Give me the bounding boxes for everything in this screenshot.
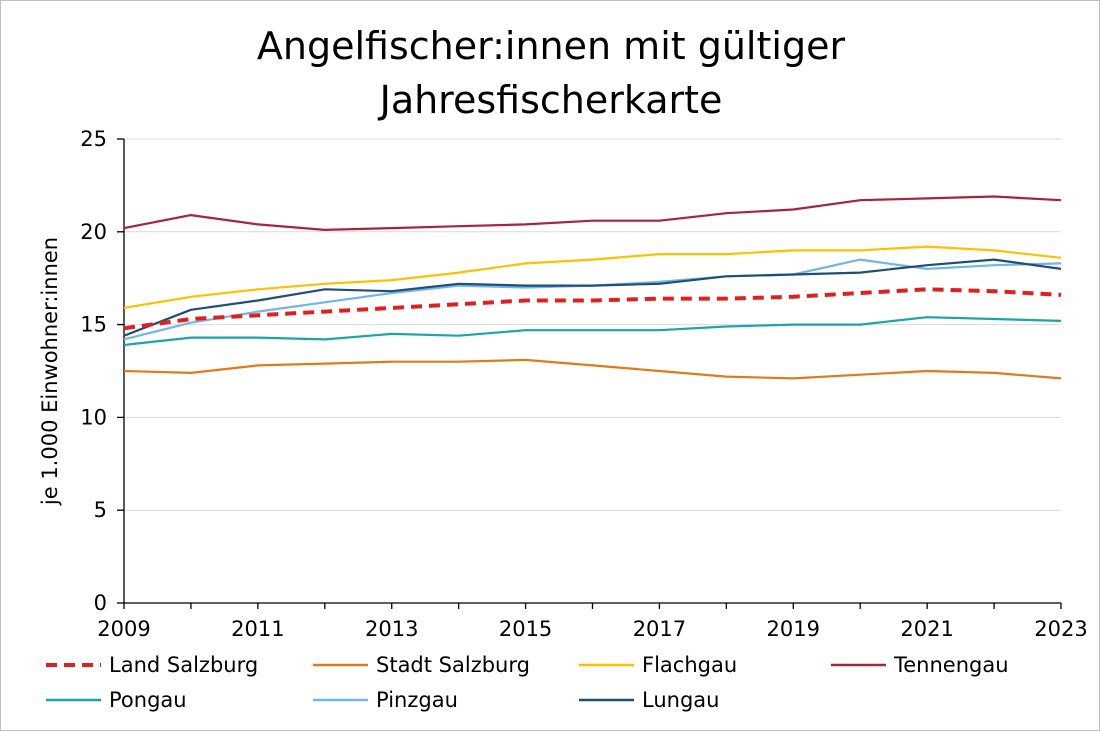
series-lines (123, 195, 1062, 380)
y-tick-label-10: 10 (80, 405, 107, 429)
x-tick-label-2015: 2015 (499, 617, 552, 641)
gridlines (124, 138, 1061, 511)
x-tick-label-2019: 2019 (767, 617, 820, 641)
legend-label-land-salzburg: Land Salzburg (109, 653, 258, 677)
axes: 0 5 10 15 20 25 2009 2011 2013 2015 2017 2019 2021 20… (80, 127, 1087, 641)
x-tick-label-2013: 2013 (365, 617, 418, 641)
x-tick-label-2017: 2017 (633, 617, 686, 641)
legend-label-stadt-salzburg: Stadt Salzburg (376, 653, 530, 677)
chart-title-line-1: Angelfischer:innen mit gültiger (257, 24, 846, 68)
legend-label-tennengau: Tennengau (893, 653, 1009, 677)
series-line-tennengau (123, 195, 1062, 231)
series-line-lungau (123, 258, 1062, 337)
legend-label-pinzgau: Pinzgau (376, 688, 458, 712)
chart-title-line-2: Jahresfischerkarte (378, 78, 723, 122)
legend: Land Salzburg Stadt Salzburg Flachgau Tenne… (46, 653, 1009, 712)
x-tick-label-2009: 2009 (97, 617, 150, 641)
series-line-pongau (123, 316, 1062, 347)
legend-label-flachgau: Flachgau (642, 653, 737, 677)
y-axis-label: je 1.000 Einwohner:innen (38, 237, 62, 506)
series-line-land-salzburg (123, 287, 1062, 331)
x-tick-label-2021: 2021 (900, 617, 953, 641)
y-tick-label-0: 0 (94, 591, 107, 615)
series-line-stadt-salzburg (123, 358, 1062, 380)
y-tick-label-25: 25 (80, 127, 107, 151)
legend-label-lungau: Lungau (642, 688, 719, 712)
series-line-flachgau (123, 245, 1062, 309)
y-tick-label-5: 5 (94, 498, 107, 522)
y-tick-label-20: 20 (80, 220, 107, 244)
x-tick-label-2023: 2023 (1034, 617, 1087, 641)
y-tick-label-15: 15 (80, 313, 107, 337)
legend-label-pongau: Pongau (109, 688, 187, 712)
x-tick-label-2011: 2011 (231, 617, 284, 641)
